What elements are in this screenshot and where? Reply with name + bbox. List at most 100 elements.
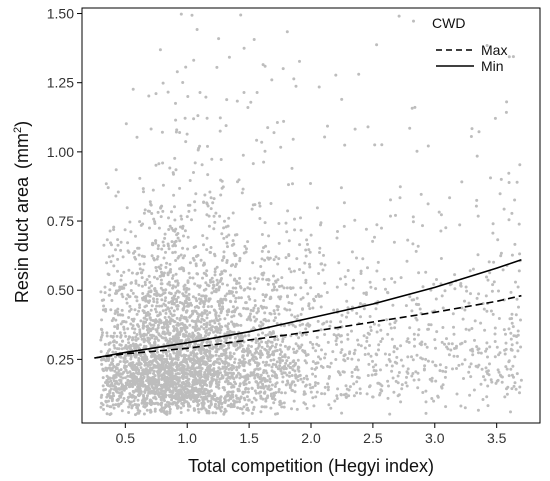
scatter-point xyxy=(248,359,252,362)
scatter-point xyxy=(342,370,346,374)
scatter-point xyxy=(259,394,263,398)
scatter-point xyxy=(266,350,270,354)
scatter-point xyxy=(242,375,246,379)
scatter-point xyxy=(183,399,187,403)
scatter-point xyxy=(167,386,171,390)
scatter-point xyxy=(344,282,348,286)
scatter-point xyxy=(173,156,177,160)
scatter-point xyxy=(194,320,198,324)
scatter-point xyxy=(202,383,206,387)
scatter-point xyxy=(475,154,479,158)
scatter-point xyxy=(259,396,263,400)
scatter-point xyxy=(265,341,269,345)
scatter-point xyxy=(233,361,236,364)
scatter-point xyxy=(170,210,173,214)
scatter-point xyxy=(323,135,327,139)
scatter-point xyxy=(126,371,130,375)
scatter-point xyxy=(249,318,253,322)
scatter-point xyxy=(122,325,126,329)
scatter-point xyxy=(251,261,255,265)
scatter-point xyxy=(452,332,456,336)
scatter-point xyxy=(168,331,172,335)
scatter-point xyxy=(320,392,324,396)
scatter-point xyxy=(247,344,250,348)
scatter-point xyxy=(148,200,152,204)
scatter-point xyxy=(205,328,209,332)
scatter-point xyxy=(100,318,104,322)
scatter-point xyxy=(252,396,256,400)
scatter-point xyxy=(174,397,178,401)
scatter-point xyxy=(290,301,294,305)
scatter-point xyxy=(202,389,206,392)
scatter-point xyxy=(208,352,212,356)
scatter-point xyxy=(111,254,115,258)
scatter-point xyxy=(253,351,257,355)
scatter-point xyxy=(444,405,448,409)
scatter-point xyxy=(255,280,259,283)
scatter-point xyxy=(179,399,183,402)
scatter-point xyxy=(268,377,272,381)
scatter-point xyxy=(424,411,428,415)
scatter-point xyxy=(460,362,464,366)
scatter-point xyxy=(141,309,145,313)
scatter-point xyxy=(375,269,379,273)
scatter-point xyxy=(377,348,380,352)
scatter-point xyxy=(266,333,270,337)
scatter-point xyxy=(209,328,213,332)
scatter-point xyxy=(397,371,401,374)
scatter-point xyxy=(130,326,134,330)
scatter-point xyxy=(224,357,228,360)
scatter-point xyxy=(487,260,491,264)
scatter-point xyxy=(135,333,139,336)
scatter-point xyxy=(114,385,117,389)
scatter-point xyxy=(151,390,155,394)
scatter-point xyxy=(238,373,242,376)
scatter-point xyxy=(273,285,276,289)
scatter-point xyxy=(451,367,454,371)
scatter-point xyxy=(363,353,367,356)
scatter-point xyxy=(195,400,199,404)
scatter-point xyxy=(512,384,516,388)
scatter-point xyxy=(99,350,103,354)
scatter-point xyxy=(161,161,165,165)
scatter-point xyxy=(339,277,342,281)
scatter-point xyxy=(103,342,107,346)
scatter-point xyxy=(187,404,190,408)
scatter-point xyxy=(259,265,263,268)
scatter-point xyxy=(131,87,135,91)
scatter-point xyxy=(261,293,265,297)
scatter-point xyxy=(285,230,289,234)
scatter-point xyxy=(339,320,343,324)
scatter-point xyxy=(298,59,301,63)
scatter-point xyxy=(209,401,213,405)
fit-lines xyxy=(94,259,522,359)
scatter-point xyxy=(178,239,182,243)
scatter-point xyxy=(174,118,178,122)
scatter-point xyxy=(242,368,246,372)
scatter-point xyxy=(221,282,225,286)
scatter-point xyxy=(261,360,265,364)
scatter-point xyxy=(358,391,362,395)
scatter-point xyxy=(185,368,189,372)
scatter-point xyxy=(486,372,490,376)
scatter-point xyxy=(152,396,156,400)
scatter-point xyxy=(237,335,241,339)
scatter-point xyxy=(173,382,177,386)
scatter-point xyxy=(302,392,306,396)
scatter-point xyxy=(505,392,509,396)
scatter-point xyxy=(227,308,231,312)
scatter-point xyxy=(227,346,231,350)
scatter-point xyxy=(239,13,243,17)
scatter-point xyxy=(149,403,153,407)
scatter-point xyxy=(121,339,125,343)
scatter-point xyxy=(294,342,298,346)
scatter-point xyxy=(350,329,353,333)
scatter-point xyxy=(511,325,515,329)
scatter-point xyxy=(204,281,208,285)
scatter-point xyxy=(265,278,269,282)
scatter-point xyxy=(411,242,415,246)
scatter-point xyxy=(131,404,135,408)
scatter-point xyxy=(259,355,262,359)
scatter-point xyxy=(223,388,227,392)
scatter-point xyxy=(150,284,154,288)
